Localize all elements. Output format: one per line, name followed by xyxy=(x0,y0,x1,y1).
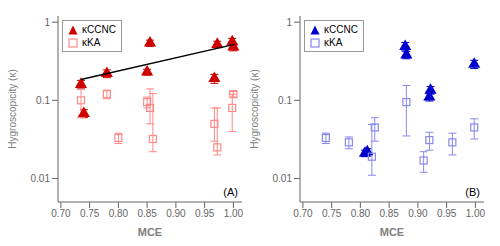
svg-text:1.00: 1.00 xyxy=(466,208,486,219)
svg-text:0.01: 0.01 xyxy=(273,173,293,184)
svg-text:1: 1 xyxy=(286,17,292,28)
svg-text:0.80: 0.80 xyxy=(351,208,371,219)
svg-text:0.70: 0.70 xyxy=(293,208,313,219)
svg-text:0.70: 0.70 xyxy=(51,208,71,219)
svg-text:0.85: 0.85 xyxy=(137,208,157,219)
svg-text:0.90: 0.90 xyxy=(166,208,186,219)
svg-text:0.95: 0.95 xyxy=(437,208,457,219)
svg-text:0.75: 0.75 xyxy=(322,208,342,219)
svg-text:1: 1 xyxy=(44,17,50,28)
html-text:(A): (A) xyxy=(223,186,238,198)
html-text:κKA: κKA xyxy=(82,37,101,48)
svg-text:0.90: 0.90 xyxy=(408,208,428,219)
svg-text:0.80: 0.80 xyxy=(109,208,129,219)
svg-text:0.01: 0.01 xyxy=(31,173,51,184)
svg-text:0.75: 0.75 xyxy=(80,208,100,219)
svg-text:0.85: 0.85 xyxy=(379,208,399,219)
svg-text:Hygroscopicity (κ): Hygroscopicity (κ) xyxy=(250,69,260,148)
svg-text:0.1: 0.1 xyxy=(278,95,292,106)
svg-text:0.95: 0.95 xyxy=(195,208,215,219)
svg-text:MCE: MCE xyxy=(138,226,162,238)
html-text:(B): (B) xyxy=(465,186,480,198)
svg-text:Hygroscopicity (κ): Hygroscopicity (κ) xyxy=(8,69,18,148)
html-text:κCCNC: κCCNC xyxy=(82,24,116,35)
html-text:κKA: κKA xyxy=(324,37,343,48)
svg-text:0.1: 0.1 xyxy=(36,95,50,106)
html-text:κCCNC: κCCNC xyxy=(324,24,358,35)
svg-text:MCE: MCE xyxy=(380,226,404,238)
svg-text:1.00: 1.00 xyxy=(224,208,244,219)
